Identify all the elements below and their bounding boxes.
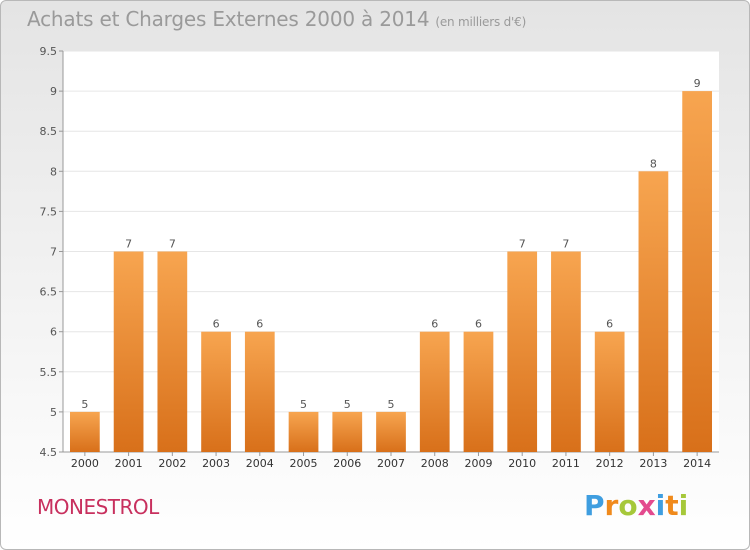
data-label: 7 xyxy=(169,238,176,251)
data-label: 9 xyxy=(694,77,701,90)
proxiti-logo: Proxiti xyxy=(584,489,688,522)
x-tick-label: 2008 xyxy=(421,457,449,470)
x-tick-label: 2000 xyxy=(71,457,99,470)
bar xyxy=(594,331,625,452)
x-tick-label: 2010 xyxy=(508,457,536,470)
data-label: 5 xyxy=(344,398,351,411)
bar xyxy=(244,331,275,452)
data-label: 6 xyxy=(256,318,263,331)
bar xyxy=(69,411,100,452)
chart-title: Achats et Charges Externes 2000 à 2014 xyxy=(27,7,430,31)
x-tick-label: 2009 xyxy=(464,457,492,470)
data-label: 5 xyxy=(81,398,88,411)
bar xyxy=(638,171,669,453)
logo-letter: x xyxy=(637,489,656,522)
x-tick-label: 2006 xyxy=(333,457,361,470)
y-tick-label: 5.5 xyxy=(40,366,58,379)
y-tick-label: 4.5 xyxy=(40,446,58,459)
x-tick-label: 2002 xyxy=(158,457,186,470)
data-label: 6 xyxy=(606,318,613,331)
data-label: 5 xyxy=(388,398,395,411)
logo-letter: r xyxy=(604,489,619,522)
data-label: 6 xyxy=(213,318,220,331)
chart-subtitle: (en milliers d'€) xyxy=(435,15,527,29)
y-tick-label: 7 xyxy=(50,246,57,259)
y-tick-label: 5 xyxy=(50,406,57,419)
x-tick-label: 2011 xyxy=(552,457,580,470)
logo-letter: o xyxy=(618,489,638,522)
y-tick-label: 8 xyxy=(50,165,57,178)
x-tick-label: 2013 xyxy=(639,457,667,470)
data-label: 8 xyxy=(650,157,657,170)
bar xyxy=(419,331,450,452)
data-label: 5 xyxy=(300,398,307,411)
x-tick-label: 2004 xyxy=(246,457,274,470)
y-tick-label: 8.5 xyxy=(40,125,58,138)
logo-letter: t xyxy=(665,489,679,522)
bar xyxy=(113,251,144,452)
x-tick-label: 2003 xyxy=(202,457,230,470)
x-tick-label: 2012 xyxy=(596,457,624,470)
bar xyxy=(507,251,538,452)
bar xyxy=(376,411,406,452)
bar xyxy=(463,331,494,452)
data-label: 6 xyxy=(475,318,482,331)
logo-letter: P xyxy=(584,489,605,522)
data-label: 7 xyxy=(562,238,569,251)
data-label: 7 xyxy=(519,238,526,251)
chart-title-block: Achats et Charges Externes 2000 à 2014 (e… xyxy=(27,7,526,31)
bar xyxy=(288,411,319,452)
x-tick-label: 2014 xyxy=(683,457,711,470)
town-name: MONESTROL xyxy=(37,495,159,519)
y-tick-label: 9 xyxy=(50,85,57,98)
y-tick-label: 6.5 xyxy=(40,286,58,299)
data-label: 6 xyxy=(431,318,438,331)
bar xyxy=(332,411,363,452)
logo-letter: i xyxy=(678,489,689,522)
bar xyxy=(551,251,581,452)
y-tick-label: 9.5 xyxy=(40,45,58,58)
bar xyxy=(157,251,188,452)
x-tick-label: 2007 xyxy=(377,457,405,470)
bar xyxy=(201,331,231,452)
logo-letter: i xyxy=(655,489,666,522)
y-tick-label: 6 xyxy=(50,326,57,339)
y-tick-label: 7.5 xyxy=(40,205,58,218)
x-tick-label: 2005 xyxy=(290,457,318,470)
x-tick-label: 2001 xyxy=(115,457,143,470)
bar xyxy=(682,91,713,452)
data-label: 7 xyxy=(125,238,132,251)
